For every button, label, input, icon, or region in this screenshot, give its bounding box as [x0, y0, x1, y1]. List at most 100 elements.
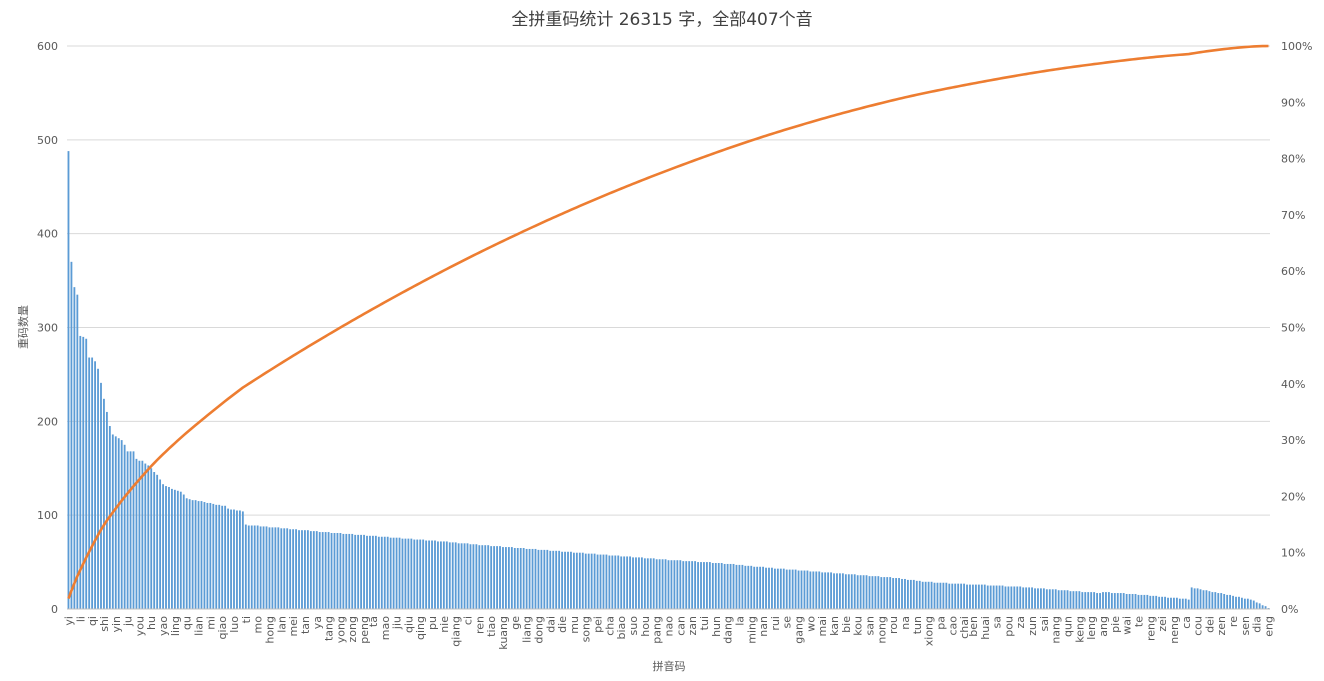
bar — [889, 577, 892, 609]
bar — [253, 525, 256, 609]
x-tick-label: wo — [804, 616, 817, 632]
x-tick-label: yao — [157, 616, 170, 636]
bar — [895, 578, 898, 609]
x-tick-label: dei — [1203, 616, 1216, 633]
x-tick-label: song — [580, 616, 593, 642]
bar — [271, 527, 274, 609]
x-tick-label: chai — [958, 616, 971, 639]
x-tick-label: qiu — [402, 616, 415, 633]
x-tick-label: nie — [438, 616, 451, 633]
bar — [315, 531, 318, 609]
bar — [318, 532, 321, 609]
bar — [963, 583, 965, 609]
bar — [1048, 589, 1051, 609]
bar — [1143, 594, 1146, 609]
bar — [744, 565, 747, 609]
bar — [94, 361, 96, 609]
x-tick-label: rou — [887, 616, 900, 634]
bar — [428, 540, 430, 609]
x-tick-label: cou — [1192, 616, 1205, 636]
bar — [395, 537, 398, 609]
bar — [422, 539, 425, 609]
bar — [850, 574, 853, 609]
bar — [111, 434, 114, 609]
x-tick-label: kou — [852, 616, 865, 636]
bar — [1034, 588, 1036, 609]
bar — [401, 538, 404, 610]
bar — [126, 451, 129, 609]
x-tick-label: sai — [1038, 616, 1051, 632]
bar — [741, 564, 744, 609]
bar — [1069, 591, 1072, 609]
x-tick-label: ti — [240, 616, 253, 623]
y2-tick-label: 80% — [1281, 153, 1305, 166]
bar — [519, 548, 522, 609]
bar — [233, 509, 235, 609]
bar — [643, 558, 646, 609]
x-tick-label: se — [781, 616, 794, 629]
x-tick-label: qun — [1062, 616, 1075, 637]
bar — [830, 572, 832, 609]
bar — [416, 539, 419, 609]
bar — [150, 468, 153, 609]
bar — [762, 566, 764, 609]
bar — [1140, 594, 1143, 609]
bar — [1187, 599, 1190, 609]
x-tick-label: li — [74, 616, 87, 622]
x-tick-label: kan — [828, 616, 841, 636]
bar — [1264, 606, 1267, 609]
x-tick-label: pie — [1109, 616, 1122, 633]
bar — [1214, 592, 1217, 609]
x-tick-label: ta — [367, 616, 380, 627]
bar — [706, 562, 708, 609]
bar — [129, 451, 132, 609]
bar — [1013, 586, 1016, 609]
bar — [1019, 586, 1022, 609]
bar — [640, 557, 643, 609]
bar — [1087, 592, 1090, 609]
x-tick-label: ang — [1097, 616, 1110, 637]
bar — [821, 572, 824, 609]
bar — [974, 584, 977, 609]
bar — [1119, 593, 1122, 609]
bar — [1238, 596, 1240, 609]
bar — [898, 578, 900, 609]
bar — [670, 560, 673, 609]
bar — [714, 563, 717, 609]
bar — [1040, 588, 1042, 609]
bar — [484, 545, 487, 609]
bar — [827, 572, 830, 609]
bar — [794, 569, 797, 609]
x-tick-label: mai — [816, 616, 829, 637]
x-tick-label: zen — [1215, 616, 1228, 636]
x-tick-label: na — [899, 616, 912, 630]
bar — [1223, 593, 1226, 609]
bar — [667, 560, 670, 609]
bar — [1110, 593, 1113, 609]
x-tick-label: bie — [840, 616, 853, 633]
bar — [280, 528, 283, 609]
bar — [1010, 586, 1013, 609]
x-tick-label: dong — [532, 616, 545, 644]
bar — [759, 566, 762, 609]
x-tick-label: pei — [592, 616, 605, 633]
bar — [1246, 598, 1249, 609]
bar — [505, 547, 507, 609]
bar — [1258, 603, 1261, 609]
bar — [617, 555, 620, 609]
x-tick-label: qi — [86, 616, 99, 626]
bar — [1202, 590, 1205, 609]
bar — [374, 535, 377, 609]
bar — [815, 571, 818, 609]
bar — [540, 549, 543, 609]
x-tick-label: nong — [875, 616, 888, 644]
bar — [874, 576, 877, 609]
x-tick-label: reng — [1144, 616, 1157, 641]
bar — [611, 555, 614, 609]
bar — [1075, 591, 1078, 609]
bar — [1149, 595, 1152, 609]
bar — [567, 551, 569, 609]
bar — [363, 534, 365, 609]
bar — [1261, 605, 1264, 609]
bar — [490, 546, 493, 609]
